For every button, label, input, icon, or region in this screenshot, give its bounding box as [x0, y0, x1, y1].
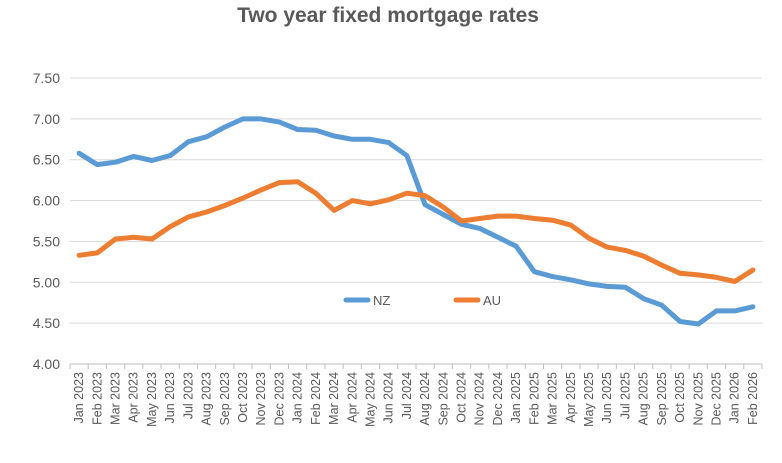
- x-tick-label: Mar 2025: [546, 372, 560, 425]
- x-tick-label: Dec 2025: [709, 372, 723, 426]
- series-line-au: [76, 179, 756, 284]
- x-tick-label: Aug 2024: [418, 372, 432, 426]
- y-tick-label: 4.50: [33, 315, 60, 331]
- chart-title: Two year fixed mortgage rates: [237, 4, 539, 27]
- legend: NZ AU: [343, 293, 501, 308]
- x-tick-label: Jun 2025: [600, 372, 614, 423]
- y-tick-label: 4.00: [33, 356, 60, 372]
- x-tick-label: Dec 2023: [272, 372, 286, 426]
- x-tick-label: Jul 2024: [400, 372, 414, 419]
- x-tick-label: Jan 2023: [72, 372, 86, 423]
- x-tick-label: Jun 2023: [163, 372, 177, 423]
- x-tick-label: Oct 2024: [455, 372, 469, 423]
- y-tick-label: 5.00: [33, 274, 60, 290]
- x-tick-label: May 2023: [145, 372, 159, 427]
- x-tick-label: Feb 2024: [309, 372, 323, 425]
- series-lines: [76, 116, 756, 327]
- x-tick-label: Jan 2025: [509, 372, 523, 423]
- y-tick-label: 7.00: [33, 111, 60, 127]
- x-tick-label: Sep 2025: [655, 372, 669, 426]
- y-tick-label: 5.50: [33, 233, 60, 249]
- x-tick-label: Sep 2023: [218, 372, 232, 426]
- x-tick-label: Jul 2023: [181, 372, 195, 419]
- series-line-nz: [76, 116, 756, 327]
- x-tick-label: Feb 2026: [746, 372, 760, 425]
- x-tick-label: Apr 2023: [127, 372, 141, 423]
- x-tick-label: Oct 2025: [673, 372, 687, 423]
- x-tick-label: Feb 2023: [90, 372, 104, 425]
- x-tick-label: Jul 2025: [618, 372, 632, 419]
- x-tick-label: Jun 2024: [382, 372, 396, 423]
- x-tick-label: Mar 2024: [327, 372, 341, 425]
- y-tick-label: 6.00: [33, 193, 60, 209]
- x-tick-label: Sep 2024: [436, 372, 450, 426]
- y-tick-label: 7.50: [33, 70, 60, 86]
- x-tick-label: Aug 2025: [637, 372, 651, 426]
- x-axis: Jan 2023 Feb 2023 Mar 2023 Apr 2023 May 2023…: [69, 363, 763, 427]
- x-tick-label: Oct 2023: [236, 372, 250, 423]
- x-tick-label: Dec 2024: [491, 372, 505, 426]
- x-tick-label: Aug 2023: [200, 372, 214, 426]
- y-tick-label: 6.50: [33, 152, 60, 168]
- legend-label-au: AU: [483, 293, 501, 308]
- x-tick-label: Nov 2024: [473, 372, 487, 426]
- x-tick-label: Jan 2026: [728, 372, 742, 423]
- legend-label-nz: NZ: [373, 293, 390, 308]
- x-tick-label: Mar 2023: [109, 372, 123, 425]
- gridlines: [70, 77, 762, 324]
- x-tick-label: Feb 2025: [527, 372, 541, 425]
- x-tick-label: May 2025: [582, 372, 596, 427]
- y-axis: 4.00 4.50 5.00 5.50 6.00 6.50 7.00 7.50: [33, 70, 60, 372]
- x-tick-label: Jan 2024: [291, 372, 305, 423]
- x-tick-label: May 2024: [363, 372, 377, 427]
- x-tick-label: Apr 2024: [345, 372, 359, 423]
- x-tick-label: Nov 2023: [254, 372, 268, 426]
- x-tick-label: Apr 2025: [564, 372, 578, 423]
- x-tick-label: Nov 2025: [691, 372, 705, 426]
